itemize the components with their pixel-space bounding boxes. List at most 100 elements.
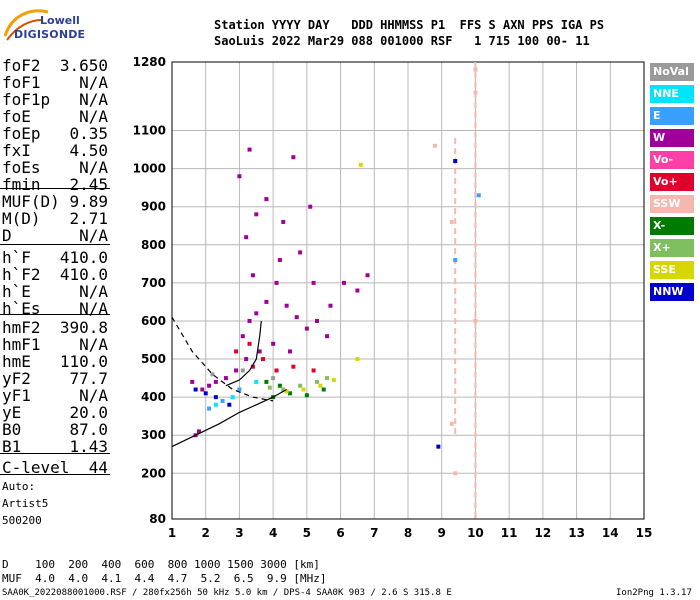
echo-point — [301, 387, 306, 392]
echo-point — [449, 421, 454, 426]
legend-item-x: X- — [650, 217, 694, 235]
param-row: B1 1.43 — [2, 437, 108, 456]
footer-version: Ion2Png 1.3.17 — [616, 588, 692, 598]
echo-point — [240, 368, 245, 373]
echo-point — [308, 204, 313, 209]
param-name: fmin — [2, 175, 41, 194]
param-name: foF2 — [2, 56, 41, 75]
echo-point — [213, 395, 218, 400]
param-name: yE — [2, 403, 22, 422]
param-row: D N/A — [2, 226, 108, 245]
y-tick-label: 1000 — [133, 162, 166, 176]
param-value: 390.8 — [59, 318, 108, 337]
panel-separator — [0, 314, 110, 315]
param-row: MUF(D) 9.89 — [2, 192, 108, 211]
echo-point — [230, 395, 235, 400]
legend-item-ssw: SSW — [650, 195, 694, 213]
clevel-name: C-level — [2, 458, 70, 477]
echo-point — [264, 379, 269, 384]
param-value: 110.0 — [59, 352, 108, 371]
param-value: N/A — [79, 107, 108, 126]
echo-point — [274, 368, 279, 373]
y-tick-label: 900 — [141, 200, 166, 214]
param-value: 3.650 — [59, 56, 108, 75]
echo-point — [284, 303, 289, 308]
echo-point — [220, 398, 225, 403]
echo-point — [358, 162, 363, 167]
echo-point — [223, 376, 228, 381]
x-tick-label: 9 — [438, 526, 446, 540]
echo-point — [254, 311, 259, 316]
echo-point — [196, 429, 201, 434]
param-value: N/A — [79, 158, 108, 177]
echo-point — [365, 273, 370, 278]
echo-point — [190, 379, 195, 384]
param-row: hmE 110.0 — [2, 352, 108, 371]
echo-point — [213, 379, 218, 384]
param-row: fxI 4.50 — [2, 141, 108, 160]
echo-point — [281, 219, 286, 224]
echo-point — [261, 357, 266, 362]
legend-item-vo: Vo+ — [650, 173, 694, 191]
y-tick-label: 80 — [149, 512, 166, 526]
param-name: yF2 — [2, 369, 31, 388]
legend-item-nne: NNE — [650, 85, 694, 103]
param-row: foEp 0.35 — [2, 124, 108, 143]
echo-point — [453, 258, 458, 263]
param-name: foF1 — [2, 73, 41, 92]
header-values: SaoLuis 2022 Mar29 088 001000 RSF 1 715 … — [214, 34, 590, 48]
echo-point — [254, 379, 259, 384]
y-tick-label: 1100 — [133, 124, 166, 138]
param-name: foF1p — [2, 90, 51, 109]
echo-point — [311, 280, 316, 285]
echo-point — [311, 368, 316, 373]
param-name: foEs — [2, 158, 41, 177]
clevel-row: C-level 44 — [2, 458, 108, 477]
panel-separator — [0, 474, 110, 475]
param-row: yE 20.0 — [2, 403, 108, 422]
y-tick-label: 1280 — [133, 55, 166, 69]
echo-point — [271, 376, 276, 381]
echo-point — [257, 349, 262, 354]
echo-point — [328, 303, 333, 308]
echo-point — [207, 406, 212, 411]
echo-point — [453, 159, 458, 164]
echo-point — [325, 376, 330, 381]
echo-point — [240, 334, 245, 339]
y-tick-label: 300 — [141, 428, 166, 442]
echo-point — [476, 193, 481, 198]
param-row: hmF1 N/A — [2, 335, 108, 354]
echo-point — [449, 219, 454, 224]
echo-point — [227, 402, 232, 407]
echo-point — [298, 250, 303, 255]
auto-artist: Artist5 — [2, 497, 49, 510]
legend-item-sse: SSE — [650, 261, 694, 279]
x-tick-label: 6 — [336, 526, 344, 540]
legend-item-w: W — [650, 129, 694, 147]
param-name: h`E — [2, 282, 31, 301]
echo-point — [281, 387, 286, 392]
param-row: foF1p N/A — [2, 90, 108, 109]
echo-point — [210, 372, 215, 377]
param-name: foEp — [2, 124, 41, 143]
param-value: N/A — [79, 90, 108, 109]
param-value: N/A — [79, 282, 108, 301]
x-tick-label: 5 — [303, 526, 311, 540]
param-row: M(D) 2.71 — [2, 209, 108, 228]
param-row: hmF2 390.8 — [2, 318, 108, 337]
param-value: 20.0 — [69, 403, 108, 422]
x-tick-label: 3 — [235, 526, 243, 540]
echo-point — [355, 288, 360, 293]
x-tick-label: 13 — [568, 526, 585, 540]
echo-point — [244, 235, 249, 240]
param-row: h`F 410.0 — [2, 248, 108, 267]
logo-swoosh-icon — [3, 9, 49, 41]
echo-point — [213, 402, 218, 407]
param-row: h`E N/A — [2, 282, 108, 301]
param-row: foF2 3.650 — [2, 56, 108, 75]
echo-point — [193, 387, 198, 392]
muf-value-row: MUF 4.0 4.0 4.1 4.4 4.7 5.2 6.5 9.9 [MHz… — [2, 572, 327, 585]
echo-point — [274, 280, 279, 285]
param-row: B0 87.0 — [2, 420, 108, 439]
param-value: 2.45 — [69, 175, 108, 194]
